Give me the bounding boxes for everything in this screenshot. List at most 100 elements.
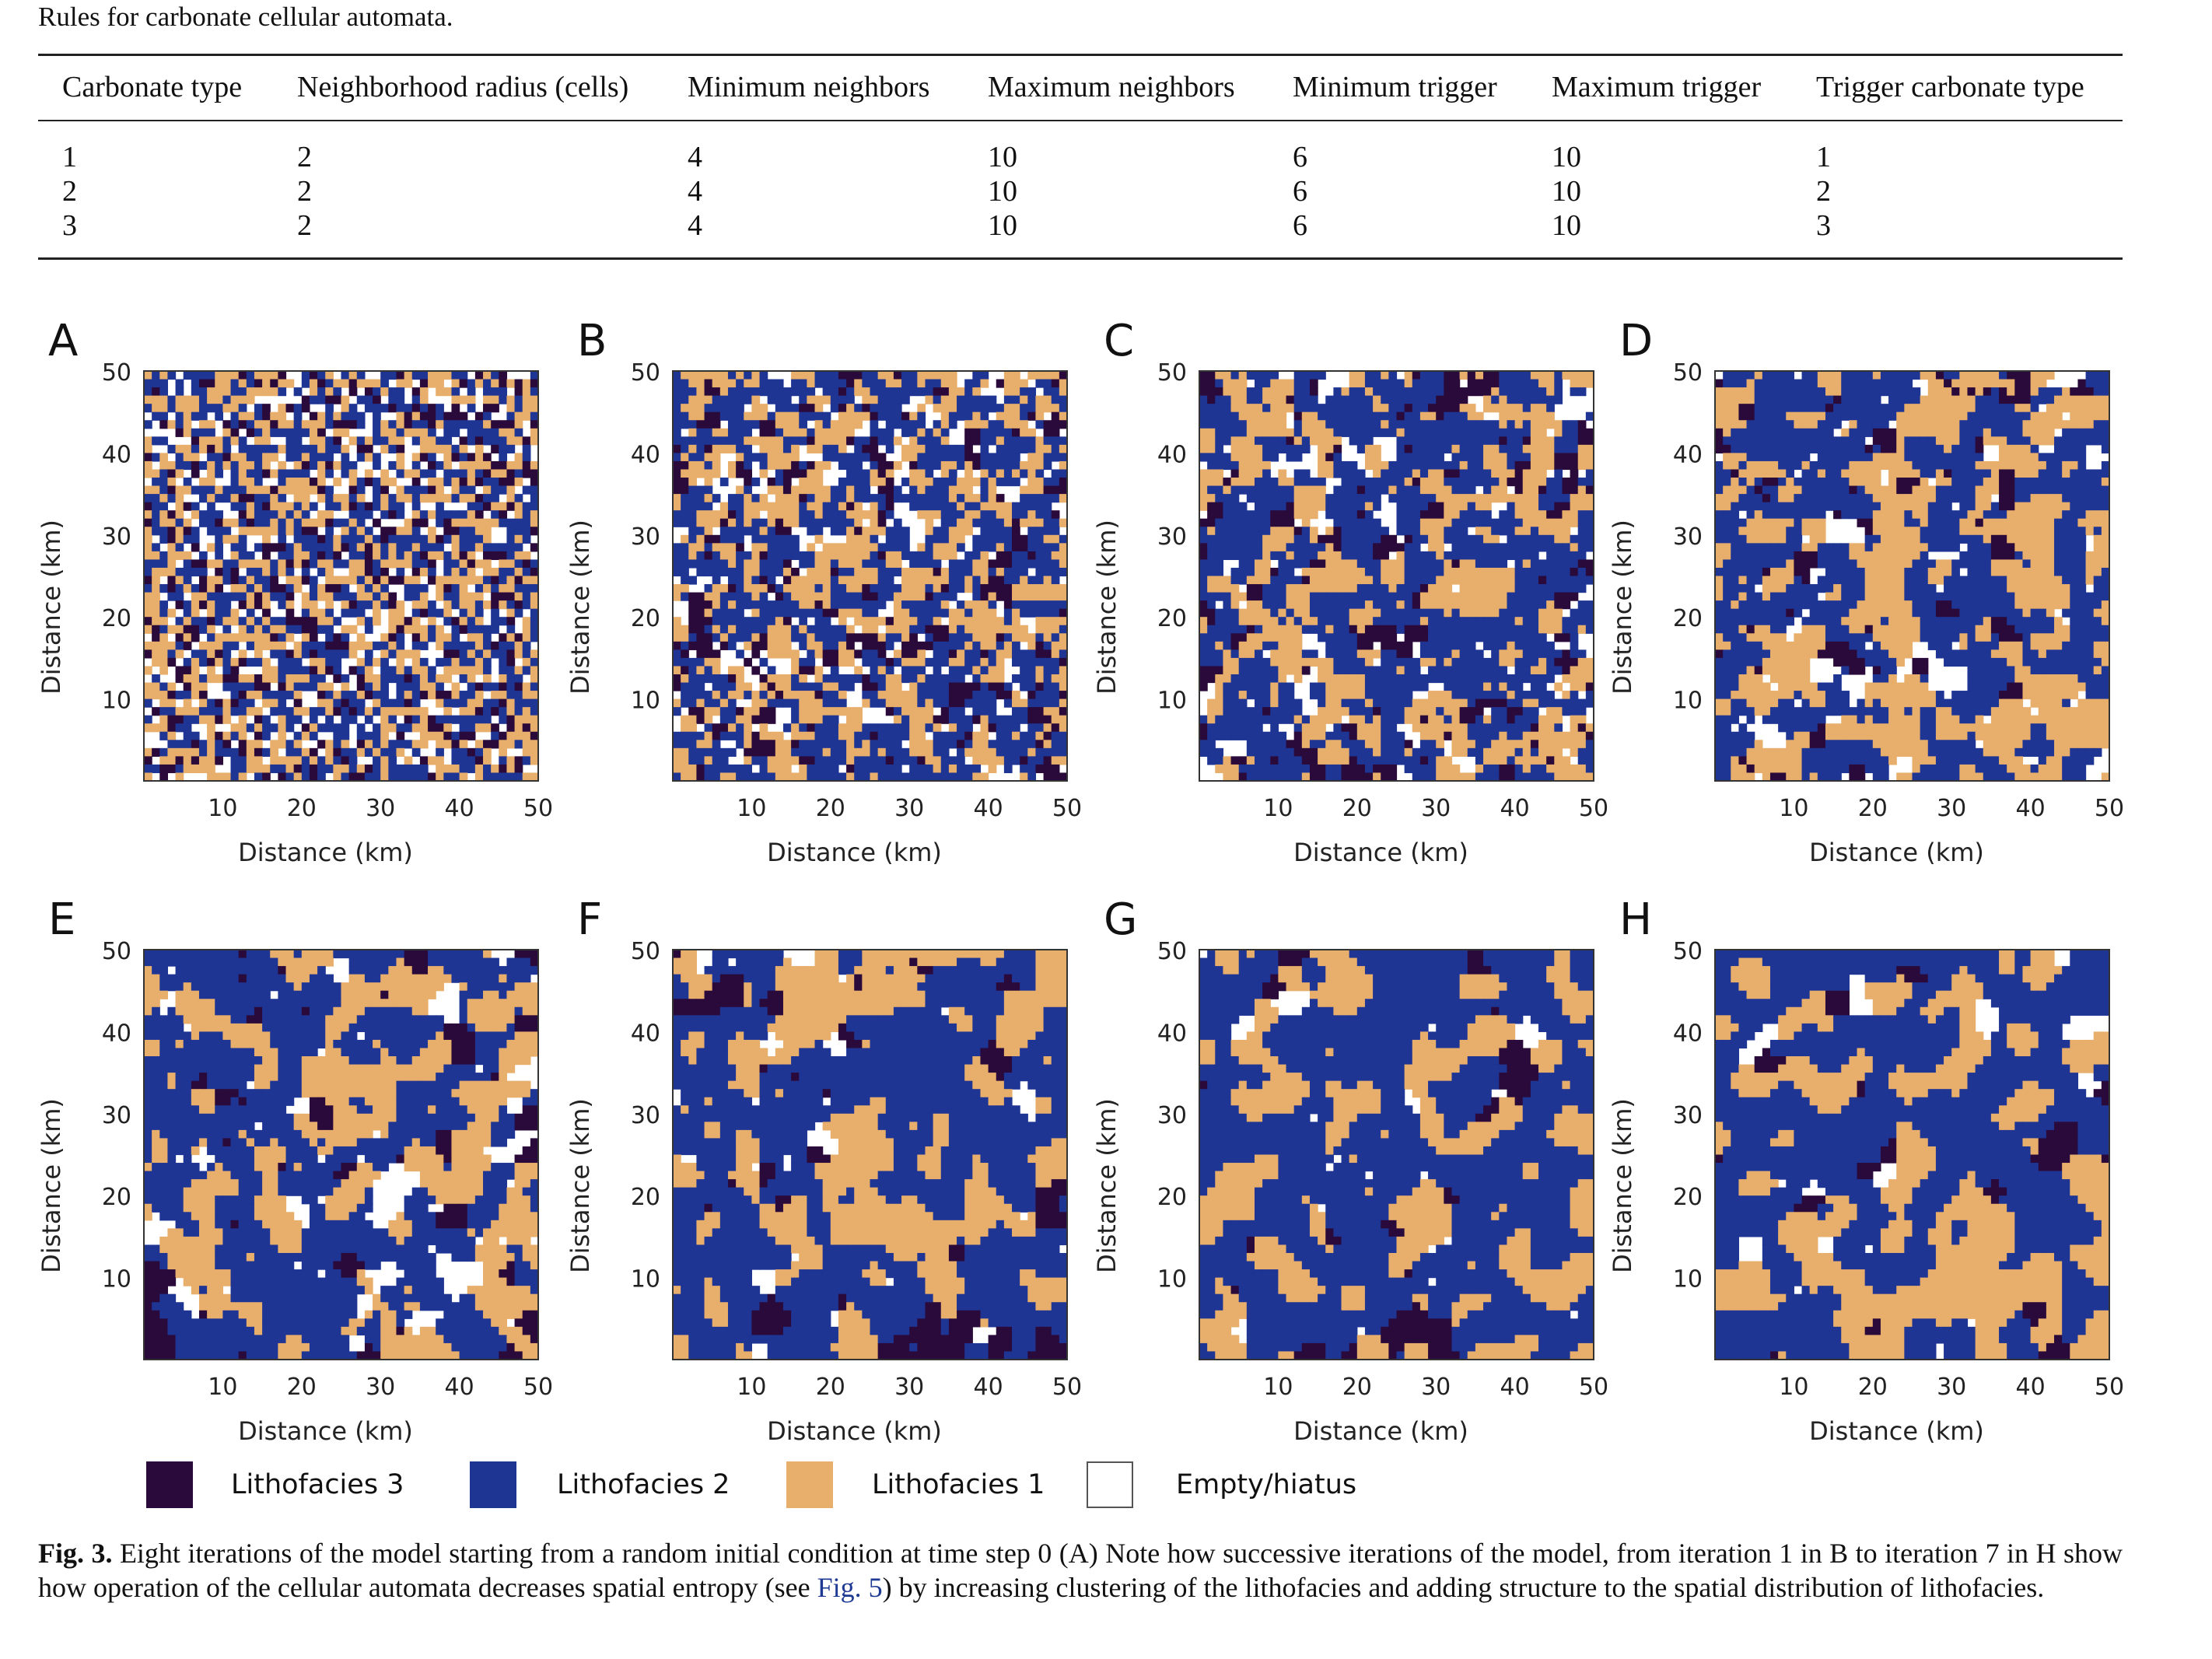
heatmap-cell <box>247 642 255 650</box>
heatmap-cell <box>388 765 397 773</box>
heatmap-cell <box>310 633 318 642</box>
heatmap-cell <box>870 396 879 404</box>
heatmap-cell <box>262 510 271 519</box>
heatmap-cell <box>705 371 713 380</box>
heatmap-cell <box>222 600 231 609</box>
heatmap-cell <box>325 617 334 625</box>
heatmap-cell <box>176 691 184 699</box>
heatmap-cell <box>302 510 310 519</box>
heatmap-cell <box>791 380 800 388</box>
heatmap-cell <box>262 445 271 453</box>
heatmap-cell <box>420 568 429 576</box>
heatmap-cell <box>167 642 176 650</box>
heatmap-cell <box>254 371 263 380</box>
heatmap-cell <box>310 765 318 773</box>
heatmap-cell <box>262 420 271 429</box>
heatmap-cell <box>388 404 397 412</box>
heatmap-cell <box>270 649 278 658</box>
heatmap-cell <box>443 576 452 585</box>
heatmap-cell <box>357 371 366 380</box>
heatmap-cell <box>176 707 184 716</box>
heatmap-cell <box>294 527 303 535</box>
heatmap-cell <box>254 568 263 576</box>
heatmap-cell <box>760 387 768 396</box>
heatmap-cell <box>420 642 429 650</box>
heatmap-cell <box>530 756 539 765</box>
heatmap-cell <box>325 469 334 478</box>
heatmap-cell <box>231 674 240 683</box>
heatmap-cell <box>184 576 192 585</box>
heatmap-panel-b <box>673 371 1068 782</box>
heatmap-cell <box>278 486 286 495</box>
heatmap-cell <box>483 649 492 658</box>
heatmap-cell <box>254 559 263 568</box>
figure-panels: A102030405010 20 30 40 50Distance (km)Distan… <box>0 0 2212 1556</box>
heatmap-cell <box>317 412 326 421</box>
heatmap-cell <box>854 380 863 388</box>
heatmap-cell <box>254 436 263 445</box>
heatmap-cell <box>231 772 240 781</box>
heatmap-cell <box>294 658 303 667</box>
heatmap-cell <box>231 535 240 544</box>
heatmap-cell <box>388 445 397 453</box>
heatmap-cell <box>917 380 926 388</box>
heatmap-cell <box>443 617 452 625</box>
heatmap-cell <box>199 461 208 470</box>
heatmap-cell <box>231 551 240 560</box>
heatmap-cell <box>270 486 278 495</box>
heatmap-cell <box>412 396 421 404</box>
heatmap-cell <box>420 658 429 667</box>
heatmap-cell <box>388 510 397 519</box>
heatmap-cell <box>144 609 152 618</box>
heatmap-cell <box>333 642 341 650</box>
heatmap-cell <box>357 633 366 642</box>
heatmap-cell <box>460 756 468 765</box>
heatmap-cell <box>728 380 737 388</box>
heatmap-cell <box>380 699 389 708</box>
heatmap-cell <box>467 420 476 429</box>
heatmap-cell <box>247 502 255 511</box>
heatmap-cell <box>247 461 255 470</box>
heatmap-cell <box>491 420 499 429</box>
heatmap-cell <box>420 535 429 544</box>
heatmap-cell <box>673 387 681 396</box>
heatmap-cell <box>530 429 539 437</box>
heatmap-cell <box>159 683 168 691</box>
heatmap-cell <box>499 732 507 740</box>
heatmap-cell <box>215 436 223 445</box>
heatmap-cell <box>167 593 176 601</box>
heatmap-cell <box>262 593 271 601</box>
heatmap-cell <box>294 420 303 429</box>
heatmap-cell <box>302 683 310 691</box>
heatmap-cell <box>159 510 168 519</box>
heatmap-cell <box>428 453 436 461</box>
heatmap-cell <box>506 396 515 404</box>
heatmap-cell <box>744 371 752 380</box>
heatmap-cell <box>152 691 160 699</box>
heatmap-cell <box>412 461 421 470</box>
heatmap-cell <box>941 396 950 404</box>
heatmap-cell <box>807 380 815 388</box>
heatmap-cell <box>152 683 160 691</box>
heatmap-cell <box>176 600 184 609</box>
heatmap-cell <box>380 535 389 544</box>
heatmap-cell <box>144 617 152 625</box>
heatmap-cell <box>878 396 887 404</box>
heatmap-cell <box>475 559 484 568</box>
heatmap-cell <box>199 519 208 527</box>
heatmap-cell <box>1012 387 1020 396</box>
heatmap-cell <box>451 666 460 674</box>
heatmap-cell <box>231 519 240 527</box>
heatmap-cell <box>294 748 303 757</box>
heatmap-cell <box>404 666 413 674</box>
heatmap-cell <box>396 380 404 388</box>
heatmap-cell <box>475 453 484 461</box>
heatmap-cell <box>222 371 231 380</box>
heatmap-cell <box>317 683 326 691</box>
heatmap-cell <box>475 576 484 585</box>
heatmap-cell <box>215 674 223 683</box>
heatmap-cell <box>791 371 800 380</box>
heatmap-cell <box>286 436 295 445</box>
heatmap-cell <box>506 568 515 576</box>
heatmap-cell <box>317 396 326 404</box>
